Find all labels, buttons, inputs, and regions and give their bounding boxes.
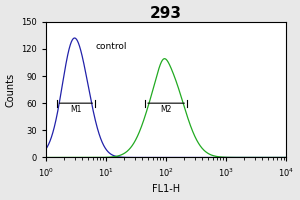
X-axis label: FL1-H: FL1-H [152,184,180,194]
Title: 293: 293 [150,6,182,21]
Y-axis label: Counts: Counts [6,73,16,107]
Text: M2: M2 [160,105,172,114]
Text: control: control [95,42,127,51]
Text: M1: M1 [70,105,82,114]
